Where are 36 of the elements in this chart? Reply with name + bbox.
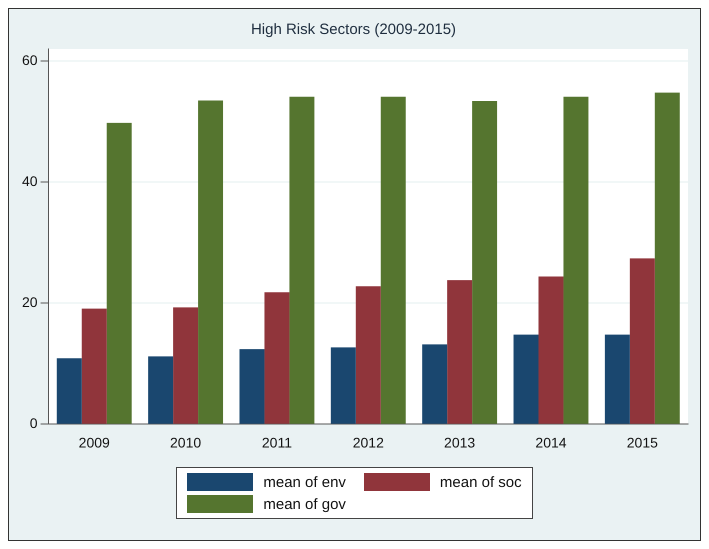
legend-label: mean of env <box>263 474 346 490</box>
bar <box>356 286 381 424</box>
bar <box>56 358 82 424</box>
x-tick-label: 2011 <box>262 434 292 450</box>
bar <box>330 347 356 424</box>
x-tick-label: 2009 <box>78 434 110 450</box>
x-tick-label: 2010 <box>170 434 202 450</box>
bar <box>422 344 448 424</box>
bar <box>106 122 132 424</box>
bar <box>654 92 680 424</box>
bar <box>289 96 314 424</box>
bar <box>563 96 588 424</box>
x-tick-label: 2015 <box>626 434 658 450</box>
bar <box>198 100 224 424</box>
y-tick-label: 0 <box>30 415 38 432</box>
bar <box>148 356 174 424</box>
bar <box>173 307 198 424</box>
bar <box>239 349 264 424</box>
x-tick-label: 2013 <box>444 434 476 450</box>
y-tick-label: 20 <box>22 294 38 310</box>
legend-label: mean of soc <box>440 474 522 490</box>
bar <box>447 280 472 424</box>
bar <box>630 258 655 424</box>
bar <box>604 334 630 424</box>
y-tick-label: 60 <box>22 52 38 68</box>
chart-title: High Risk Sectors (2009-2015) <box>250 21 456 38</box>
bar <box>538 276 564 424</box>
bar <box>264 292 290 424</box>
legend-label: mean of gov <box>263 496 346 512</box>
x-tick-label: 2012 <box>352 434 384 450</box>
bar <box>82 308 107 424</box>
bar <box>472 101 498 424</box>
y-tick-label: 40 <box>22 172 38 189</box>
bar <box>380 96 406 424</box>
bar <box>514 334 538 424</box>
x-tick-label: 2014 <box>535 434 567 450</box>
